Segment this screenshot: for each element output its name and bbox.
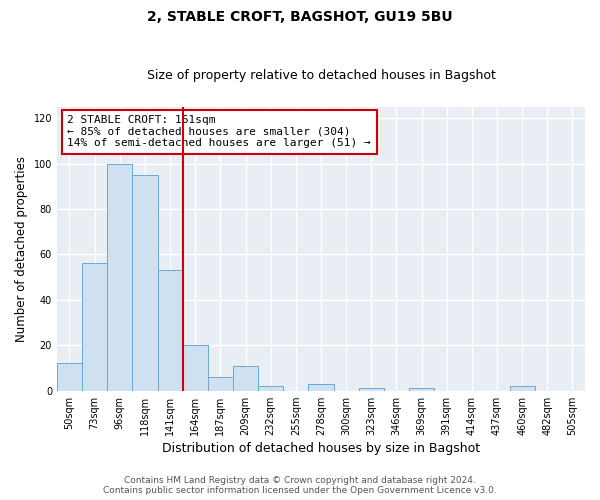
Bar (509, 386, 535, 390)
Bar (107, 164, 133, 390)
Bar (359, 388, 384, 390)
Bar (258, 386, 283, 390)
Bar (158, 270, 182, 390)
X-axis label: Distribution of detached houses by size in Bagshot: Distribution of detached houses by size … (162, 442, 480, 455)
Bar (82, 264, 107, 390)
Title: Size of property relative to detached houses in Bagshot: Size of property relative to detached ho… (146, 69, 496, 82)
Bar (233, 366, 258, 390)
Text: 2 STABLE CROFT: 161sqm
← 85% of detached houses are smaller (304)
14% of semi-de: 2 STABLE CROFT: 161sqm ← 85% of detached… (67, 116, 371, 148)
Bar (133, 175, 158, 390)
Bar (57, 364, 82, 390)
Y-axis label: Number of detached properties: Number of detached properties (15, 156, 28, 342)
Bar (208, 377, 233, 390)
Bar (182, 346, 208, 391)
Text: 2, STABLE CROFT, BAGSHOT, GU19 5BU: 2, STABLE CROFT, BAGSHOT, GU19 5BU (147, 10, 453, 24)
Bar (409, 388, 434, 390)
Bar (308, 384, 334, 390)
Text: Contains HM Land Registry data © Crown copyright and database right 2024.
Contai: Contains HM Land Registry data © Crown c… (103, 476, 497, 495)
